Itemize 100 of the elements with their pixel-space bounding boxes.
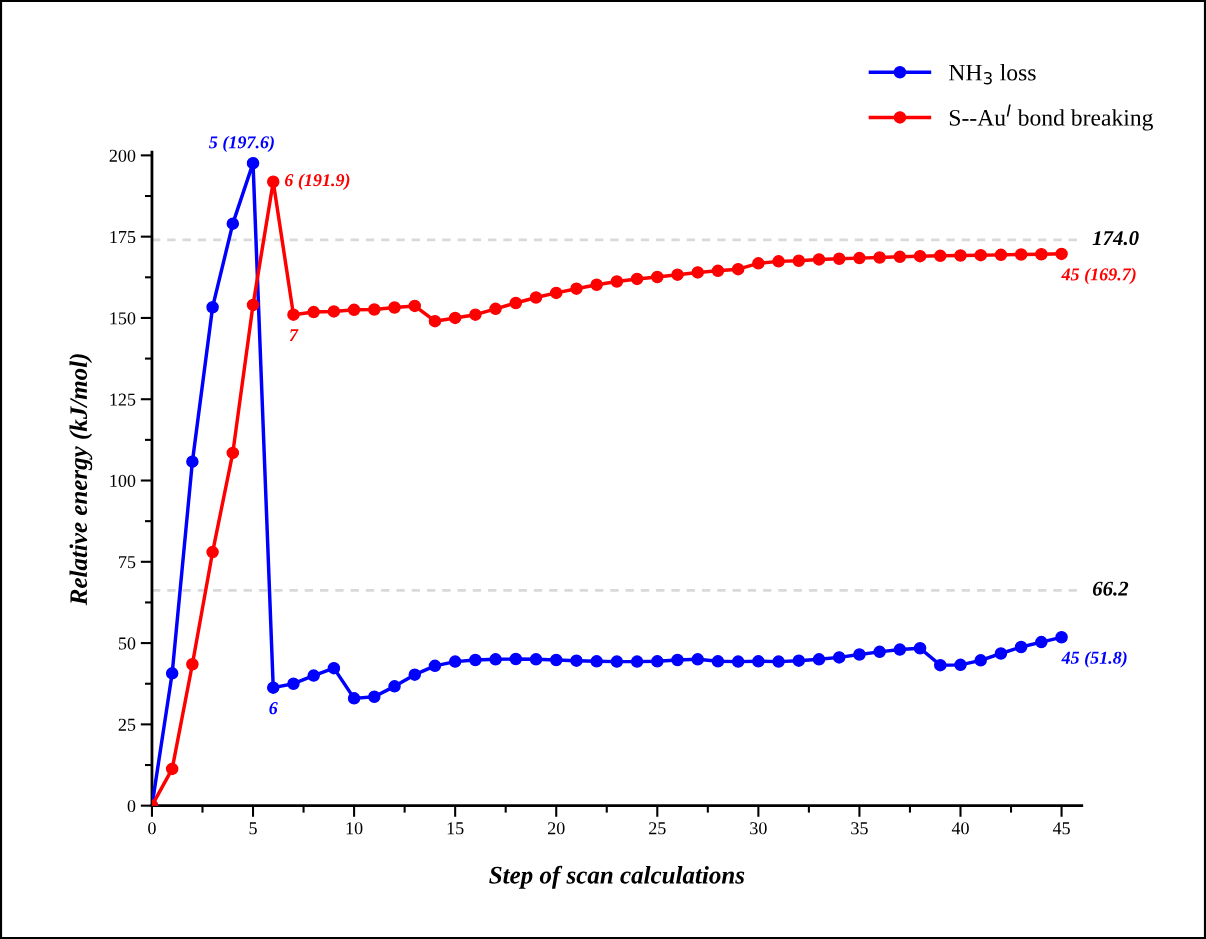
point — [549, 653, 563, 667]
point — [428, 314, 442, 328]
point — [165, 762, 179, 776]
point — [1014, 640, 1028, 654]
point — [853, 648, 866, 661]
point — [489, 302, 502, 316]
annotation: 45 (51.8) — [1061, 651, 1127, 668]
point — [287, 308, 300, 321]
point — [630, 272, 644, 286]
point — [1055, 630, 1068, 644]
point — [893, 643, 907, 656]
point — [469, 308, 482, 321]
point — [327, 661, 341, 675]
x-tick-label: 30 — [750, 822, 767, 835]
y-tick-label: 75 — [119, 556, 136, 569]
point — [388, 680, 401, 693]
point — [206, 300, 219, 314]
y-tick-label: 25 — [118, 718, 136, 731]
x-tick-label: 15 — [447, 822, 464, 835]
point — [226, 446, 240, 460]
point — [610, 655, 624, 668]
point — [731, 262, 745, 276]
point — [934, 658, 947, 672]
annotation: 6 (191.9) — [284, 173, 350, 190]
x-axis-title: Step of scan calculations — [489, 865, 745, 889]
point — [266, 175, 280, 188]
point — [186, 455, 199, 468]
point — [772, 655, 785, 668]
point — [347, 303, 361, 317]
point — [630, 655, 644, 668]
y-tick-label: 125 — [110, 393, 136, 406]
legend-label: NH$_{3}$ loss — [949, 63, 1036, 85]
ref-line-label: 66.2 — [1092, 581, 1129, 596]
x-tick-label: 5 — [249, 822, 257, 835]
point — [832, 651, 846, 664]
point — [853, 251, 866, 265]
annotation: 6 — [269, 702, 278, 715]
point — [1055, 247, 1068, 261]
point — [873, 251, 886, 264]
point — [934, 249, 947, 263]
point — [186, 657, 199, 671]
point — [994, 248, 1008, 262]
point — [651, 655, 664, 668]
point — [832, 252, 846, 266]
point — [893, 250, 907, 264]
point — [812, 253, 826, 266]
point — [287, 677, 300, 690]
x-tick-label: 10 — [346, 822, 363, 835]
x-tick-label: 20 — [547, 822, 565, 835]
point — [165, 667, 179, 680]
point — [327, 305, 341, 318]
y-tick-label: 150 — [110, 312, 136, 325]
point — [1014, 248, 1028, 261]
point — [752, 655, 765, 668]
x-tick-label: 35 — [851, 822, 868, 835]
y-tick-label: 100 — [110, 474, 136, 487]
point — [792, 254, 806, 267]
point — [246, 298, 260, 312]
point — [448, 655, 462, 668]
point — [408, 668, 421, 681]
y-axis-title: Relative energy (kJ/mol) — [69, 354, 93, 606]
x-tick-label: 40 — [951, 822, 969, 835]
point — [994, 647, 1008, 660]
point — [570, 282, 583, 295]
annotation: 45 (169.7) — [1061, 267, 1136, 285]
point — [509, 296, 523, 310]
point — [469, 653, 482, 667]
y-tick-label: 175 — [110, 231, 136, 244]
y-tick-label: 50 — [118, 637, 136, 650]
ref-line-label: 174.0 — [1092, 231, 1139, 246]
point — [954, 249, 967, 262]
point — [691, 266, 704, 279]
point — [1035, 635, 1048, 649]
point — [792, 654, 806, 667]
point — [1035, 247, 1048, 261]
point — [974, 248, 987, 262]
legend-label: S--Au$^{I}$ bond breaking — [949, 104, 1153, 131]
point — [428, 659, 442, 673]
point — [974, 654, 987, 667]
point — [772, 255, 785, 268]
x-tick-label: 45 — [1052, 822, 1070, 835]
annotation: 5 (197.6) — [209, 135, 274, 153]
point — [368, 303, 381, 316]
point — [913, 249, 927, 263]
point — [570, 654, 583, 667]
annotation: 7 — [289, 329, 299, 342]
point — [812, 653, 826, 666]
point — [752, 257, 765, 270]
point — [529, 653, 543, 666]
point — [549, 286, 563, 300]
point — [590, 655, 603, 668]
point — [347, 692, 361, 705]
point — [408, 299, 421, 313]
point — [448, 311, 462, 325]
point — [610, 275, 624, 288]
point — [509, 652, 523, 666]
point — [590, 278, 603, 292]
point — [529, 291, 543, 304]
point — [266, 681, 280, 694]
point — [913, 642, 927, 655]
